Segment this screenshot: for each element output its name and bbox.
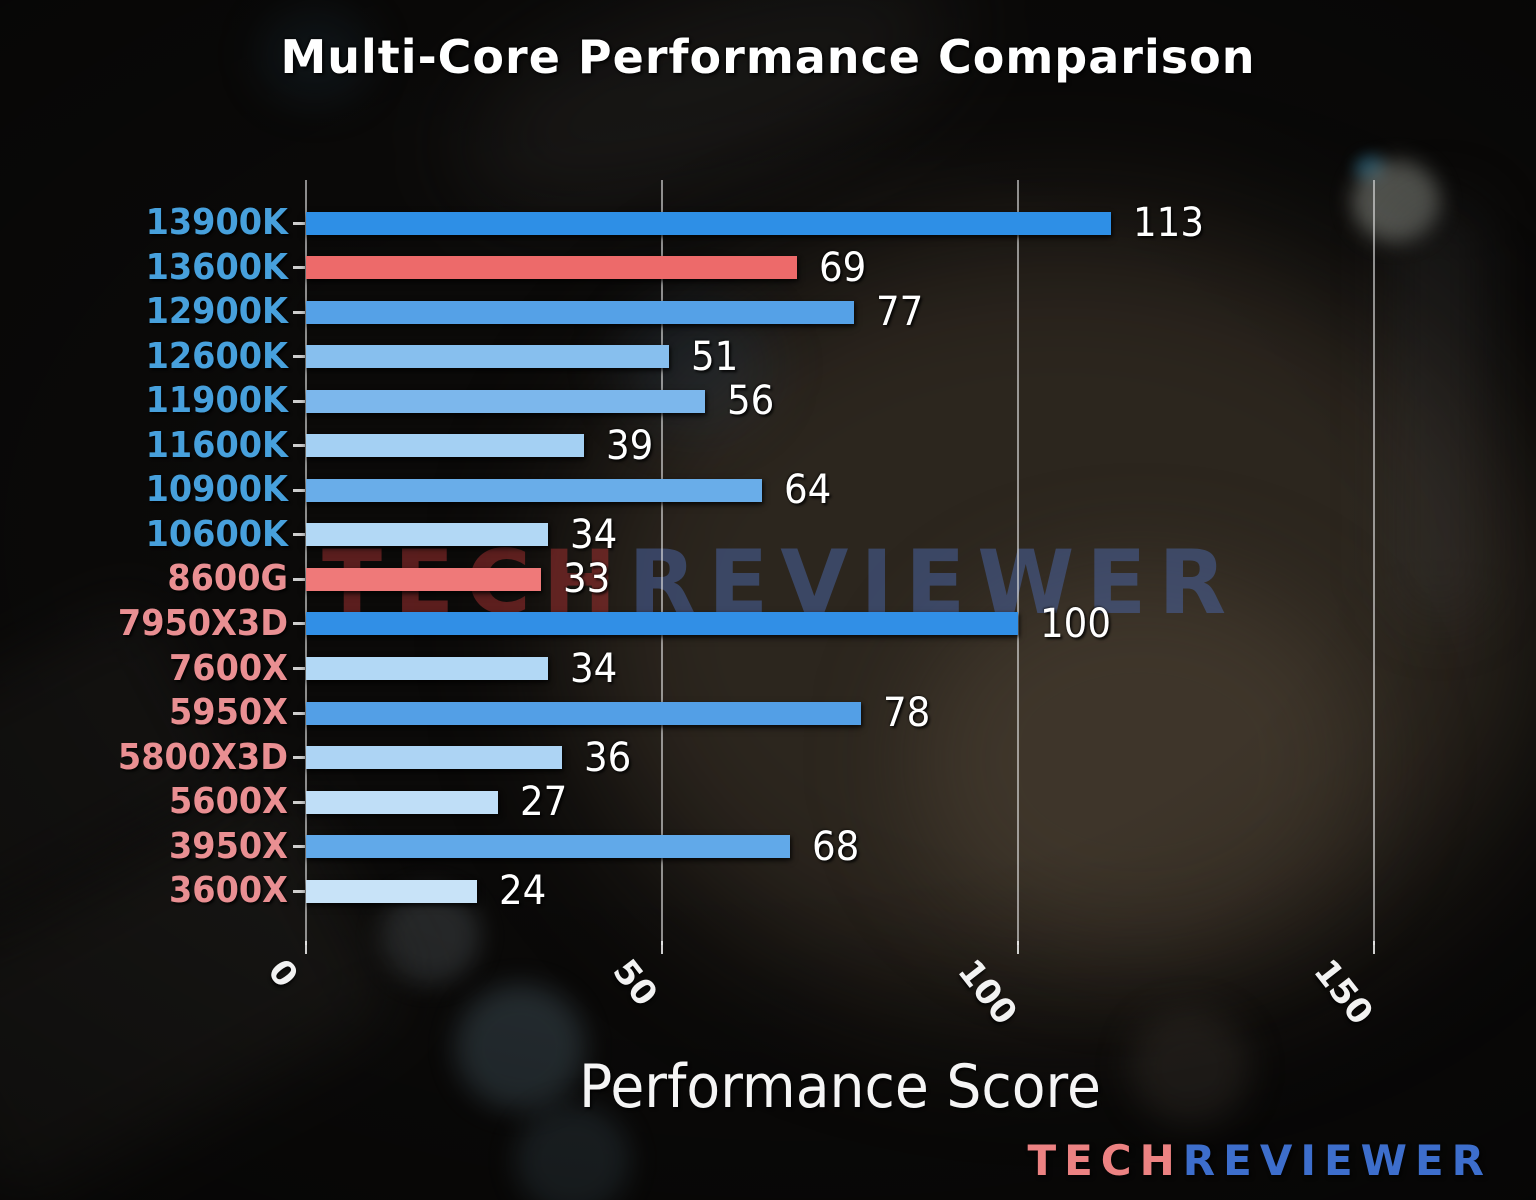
y-tick [293,444,305,448]
x-tick [1373,941,1375,954]
value-label: 100 [1040,600,1112,647]
bar-12600k [306,345,670,369]
bar-7950x3d [306,612,1018,636]
category-label: 7600X [169,647,288,689]
gridline [1017,180,1019,945]
y-tick [293,399,305,403]
y-tick [293,800,305,804]
value-label: 78 [883,690,931,737]
bar-8600g [306,567,541,591]
value-label: 69 [819,244,867,291]
category-label: 12600K [145,335,288,377]
value-label: 33 [562,556,611,603]
value-label: 64 [783,467,832,514]
logo-reviewer: REVIEWER [1182,1136,1492,1185]
value-label: 24 [498,868,547,915]
category-label: 5800X3D [117,736,288,778]
bar-12900k [306,300,855,324]
category-label: 5600X [169,781,288,823]
bar-5950x [306,701,862,725]
y-tick [293,488,305,492]
bar-11900k [306,389,705,413]
category-label: 11600K [145,424,288,466]
value-label: 113 [1132,200,1204,246]
bar-3600x [306,879,477,903]
gridline [305,180,307,945]
logo-tech: TECH [1027,1136,1183,1185]
gridline [661,180,663,945]
y-tick [293,845,305,849]
category-label: 3950X [169,825,288,867]
y-tick [293,266,305,270]
value-label: 68 [812,823,860,870]
bar-13900k [306,211,1111,235]
bar-5800x3d [306,746,563,770]
y-tick [293,533,305,537]
category-label: 13600K [145,246,288,288]
value-label: 34 [570,645,618,692]
x-tick [305,941,307,954]
y-tick [293,711,305,715]
value-label: 56 [726,378,775,425]
category-label: 11900K [145,380,288,422]
category-label: 3600X [169,870,288,912]
bar-7600x [306,657,549,680]
bar-5600x [306,790,499,814]
bar-13600k [306,256,798,280]
bar-10900k [306,478,762,502]
category-label: 10600K [145,513,288,555]
y-tick [293,667,305,670]
y-tick [293,889,305,893]
category-label: 13900K [145,202,288,243]
value-label: 36 [584,734,632,781]
y-tick [293,221,305,225]
category-label: 12900K [145,291,288,333]
x-tick [1017,941,1019,954]
value-label: 51 [691,333,739,380]
y-tick [293,756,305,760]
x-axis-label: Performance Score [579,1052,1101,1122]
category-label: 7950X3D [117,602,288,644]
value-label: 77 [876,289,924,336]
watermark-reviewer: REVIEWER [628,531,1239,634]
bar-3950x [306,835,791,859]
category-label: 5950X [169,692,288,734]
chart-title: Multi-Core Performance Comparison [280,30,1256,84]
x-tick [661,941,663,954]
value-label: 27 [520,779,568,826]
y-tick [293,577,305,581]
category-label: 8600G [167,558,288,600]
bar-10600k [306,523,549,547]
gridline [1373,180,1375,945]
y-tick [293,622,305,626]
category-label: 10900K [145,469,288,511]
y-tick [293,310,305,314]
y-tick [293,355,305,359]
value-label: 39 [605,422,654,469]
brand-logo: TECHREVIEWER [1027,1140,1492,1182]
bar-11600k [306,434,584,458]
value-label: 34 [570,511,618,558]
